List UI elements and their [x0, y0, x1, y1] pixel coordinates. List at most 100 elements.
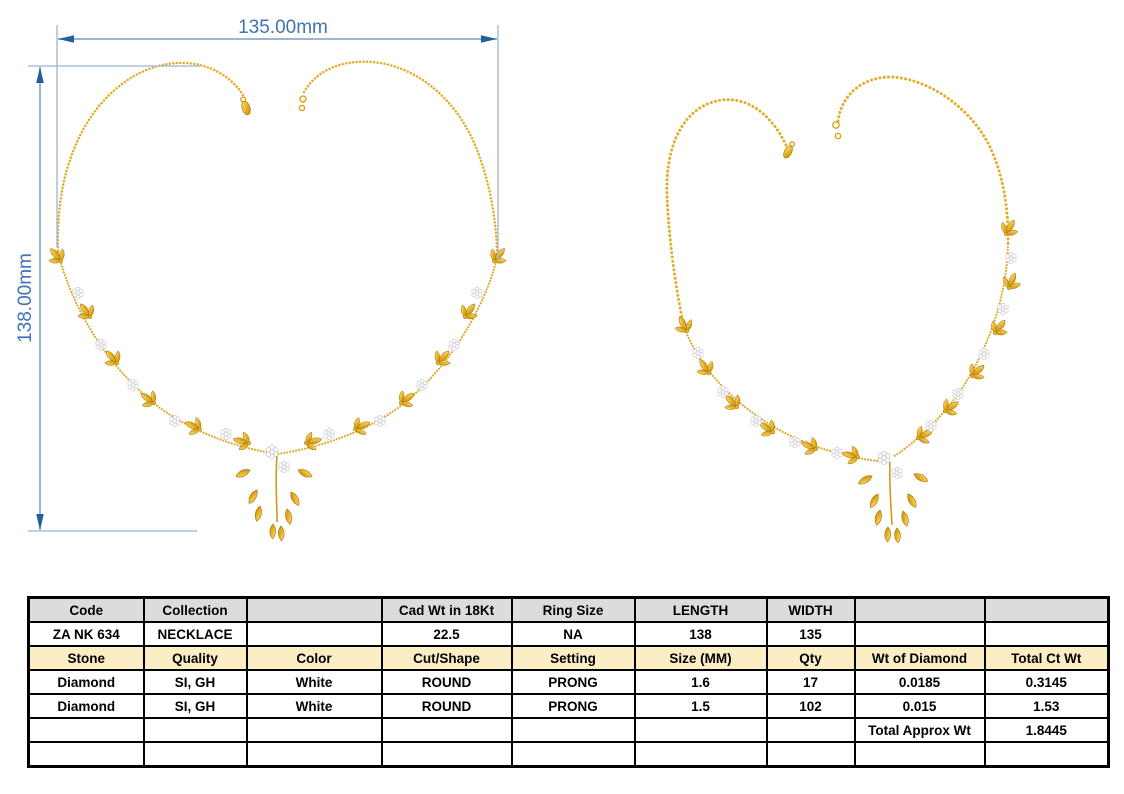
header-wt-of-diamond: Wt of Diamond [853, 645, 986, 671]
diamond-flower [750, 414, 762, 428]
diamond-flower [471, 286, 483, 300]
stone1-stone: Diamond [27, 669, 145, 695]
garland-left [56, 250, 279, 456]
diamond-flower [169, 414, 181, 428]
stone1-color: White [245, 669, 383, 695]
diamond-flower [877, 451, 891, 465]
header-code: Code [27, 596, 145, 623]
stone1-cut: ROUND [380, 669, 513, 695]
necklace-drawing: 135.00mm 138.00mm [15, 17, 1124, 544]
chain-left [56, 61, 245, 254]
blank-cell [765, 741, 856, 768]
header-ring-size: Ring Size [510, 596, 636, 623]
stone2-color: White [245, 693, 383, 719]
leaf-cluster [840, 443, 863, 468]
height-dimension-label: 138.00mm [15, 253, 36, 343]
leaf-cluster [181, 413, 206, 440]
leaf-cluster [349, 413, 374, 440]
blank-cell [380, 741, 513, 768]
header-total-ct-wt: Total Ct Wt [983, 645, 1110, 671]
blank-cell [983, 741, 1110, 768]
pendant-stem [888, 461, 893, 526]
spec-table: Code Collection Cad Wt in 18Kt Ring Size… [27, 596, 1110, 768]
leaf-cluster [302, 429, 325, 454]
diamond-flower [831, 446, 843, 460]
header-cad-wt: Cad Wt in 18Kt [380, 596, 513, 623]
diamond-flower [692, 346, 704, 360]
stone2-wt: 0.015 [853, 693, 986, 719]
header-collection: Collection [142, 596, 248, 623]
jump-rings-icon [832, 121, 842, 140]
stone1-setting: PRONG [510, 669, 636, 695]
header-color: Color [245, 645, 383, 671]
width-dimension-label: 135.00mm [238, 17, 328, 38]
value-collection: NECKLACE [142, 621, 248, 647]
stone-row-2: Diamond SI, GH White ROUND PRONG 1.5 102… [27, 693, 1110, 719]
blank-cell [510, 717, 636, 743]
leaf-cluster [986, 314, 1014, 341]
diamond-flower [717, 385, 729, 399]
total-approx-wt-value: 1.8445 [983, 717, 1110, 743]
header-blank [983, 596, 1110, 623]
width-dimension: 135.00mm [56, 17, 499, 260]
value-cad-wt: 22.5 [380, 621, 513, 647]
blank-cell [27, 717, 145, 743]
leaf-cluster [996, 215, 1023, 241]
blank-cell [633, 741, 768, 768]
diamond-flower [220, 427, 232, 441]
pendant-leaves [856, 470, 930, 544]
stone-header-row: Stone Quality Color Cut/Shape Setting Si… [27, 645, 1110, 671]
header-stone: Stone [27, 645, 145, 671]
blank-cell [380, 717, 513, 743]
stone2-setting: PRONG [510, 693, 636, 719]
pendant-leaves [234, 466, 314, 542]
leaf-cluster [797, 433, 822, 460]
header-size-mm: Size (MM) [633, 645, 768, 671]
garland-right [276, 256, 499, 456]
diamond-flower [374, 414, 386, 428]
garland-right [891, 242, 1010, 459]
pendant-stem [275, 454, 278, 523]
leaf-cluster [231, 429, 254, 454]
total-approx-wt-label: Total Approx Wt [853, 717, 986, 743]
diamond-flower [891, 466, 903, 480]
value-width: 135 [765, 621, 856, 647]
stone2-stone: Diamond [27, 693, 145, 719]
stone1-quality: SI, GH [142, 669, 248, 695]
info-header-row: Code Collection Cad Wt in 18Kt Ring Size… [27, 596, 1110, 623]
diamond-flower [127, 378, 139, 392]
blank-cell [142, 717, 248, 743]
stone1-wt: 0.0185 [853, 669, 986, 695]
stone1-qty: 17 [765, 669, 856, 695]
diamond-flower [925, 419, 937, 433]
stone2-total-ct: 1.53 [983, 693, 1110, 719]
empty-row [27, 741, 1110, 768]
value-code: ZA NK 634 [27, 621, 145, 647]
arrow-up-icon [36, 67, 44, 83]
diamond-flower [448, 338, 460, 352]
diamond-flower [323, 427, 335, 441]
header-cut-shape: Cut/Shape [380, 645, 513, 671]
necklace-perspective-view [665, 75, 1025, 544]
stone1-size: 1.6 [633, 669, 768, 695]
leaf-cluster [670, 312, 697, 338]
stone2-quality: SI, GH [142, 693, 248, 719]
arrow-right-icon [481, 35, 497, 43]
blank-cell [142, 741, 248, 768]
stone1-total-ct: 0.3145 [983, 669, 1110, 695]
diamond-flower [416, 378, 428, 392]
leaf-cluster [999, 269, 1025, 294]
info-value-row: ZA NK 634 NECKLACE 22.5 NA 138 135 [27, 621, 1110, 647]
leaf-cluster [455, 298, 483, 325]
lobster-clasp-icon [783, 141, 796, 159]
header-length: LENGTH [633, 596, 768, 623]
leaf-cluster [691, 354, 719, 381]
arrow-down-icon [36, 514, 44, 530]
header-quality: Quality [142, 645, 248, 671]
blank-cell [245, 717, 383, 743]
diamond-flower [952, 387, 964, 401]
jump-rings-icon [298, 95, 307, 112]
value-length: 138 [633, 621, 768, 647]
blank-cell [510, 741, 636, 768]
